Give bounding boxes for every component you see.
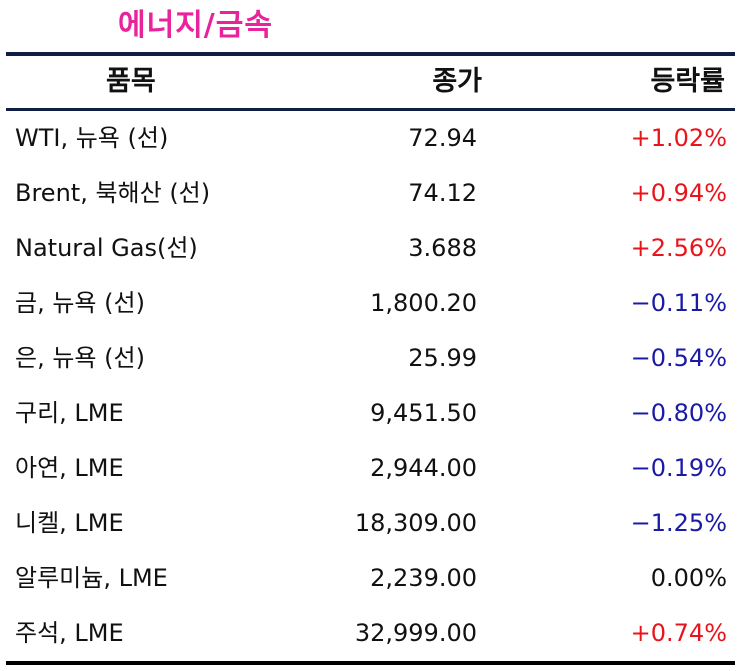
table-row: Brent, 북해산 (선) 74.12 +0.94% bbox=[6, 166, 735, 221]
table-body: WTI, 뉴욕 (선) 72.94 +1.02% Brent, 북해산 (선) 74.1… bbox=[6, 111, 735, 661]
cell-change: +1.02% bbox=[630, 124, 727, 152]
cell-close: 18,309.00 bbox=[354, 509, 477, 537]
cell-change: +2.56% bbox=[630, 234, 727, 262]
cell-close: 3.688 bbox=[408, 234, 477, 262]
cell-change: −0.11% bbox=[630, 289, 727, 317]
cell-change: +0.94% bbox=[630, 179, 727, 207]
cell-item: 금, 뉴욕 (선) bbox=[15, 289, 145, 317]
column-header-close: 종가 bbox=[432, 66, 482, 97]
cell-close: 74.12 bbox=[408, 179, 477, 207]
cell-change: 0.00% bbox=[650, 564, 727, 592]
column-header-change: 등락률 bbox=[650, 66, 725, 97]
cell-item: WTI, 뉴욕 (선) bbox=[15, 124, 169, 152]
table-row: 주석, LME 32,999.00 +0.74% bbox=[6, 606, 735, 661]
header-rule bbox=[6, 108, 735, 111]
cell-close: 1,800.20 bbox=[370, 289, 477, 317]
table-row: 은, 뉴욕 (선) 25.99 −0.54% bbox=[6, 331, 735, 386]
cell-close: 2,239.00 bbox=[370, 564, 477, 592]
table-row: 구리, LME 9,451.50 −0.80% bbox=[6, 386, 735, 441]
cell-change: −1.25% bbox=[630, 509, 727, 537]
commodity-table: 품목 종가 등락률 WTI, 뉴욕 (선) 72.94 +1.02% Brent, 북… bbox=[6, 52, 735, 665]
table-row: 알루미늄, LME 2,239.00 0.00% bbox=[6, 551, 735, 606]
cell-change: −0.54% bbox=[630, 344, 727, 372]
table-row: 아연, LME 2,944.00 −0.19% bbox=[6, 441, 735, 496]
table-row: WTI, 뉴욕 (선) 72.94 +1.02% bbox=[6, 111, 735, 166]
top-rule bbox=[6, 52, 735, 56]
column-header-item: 품목 bbox=[106, 66, 156, 97]
cell-item: Natural Gas(선) bbox=[15, 234, 198, 262]
cell-item: 아연, LME bbox=[15, 454, 124, 482]
cell-close: 72.94 bbox=[408, 124, 477, 152]
bottom-rule bbox=[6, 661, 735, 665]
table-row: 금, 뉴욕 (선) 1,800.20 −0.11% bbox=[6, 276, 735, 331]
table-row: Natural Gas(선) 3.688 +2.56% bbox=[6, 221, 735, 276]
cell-item: 주석, LME bbox=[15, 619, 124, 647]
cell-change: −0.80% bbox=[630, 399, 727, 427]
cell-change: −0.19% bbox=[630, 454, 727, 482]
cell-item: 니켈, LME bbox=[15, 509, 124, 537]
cell-item: 알루미늄, LME bbox=[15, 564, 168, 592]
cell-close: 9,451.50 bbox=[370, 399, 477, 427]
table-row: 니켈, LME 18,309.00 −1.25% bbox=[6, 496, 735, 551]
cell-change: +0.74% bbox=[630, 619, 727, 647]
cell-item: 은, 뉴욕 (선) bbox=[15, 344, 145, 372]
cell-item: Brent, 북해산 (선) bbox=[15, 179, 211, 207]
cell-item: 구리, LME bbox=[15, 399, 124, 427]
cell-close: 25.99 bbox=[408, 344, 477, 372]
table-header: 품목 종가 등락률 bbox=[6, 56, 735, 108]
table-title: 에너지/금속 bbox=[118, 8, 273, 43]
cell-close: 32,999.00 bbox=[354, 619, 477, 647]
cell-close: 2,944.00 bbox=[370, 454, 477, 482]
